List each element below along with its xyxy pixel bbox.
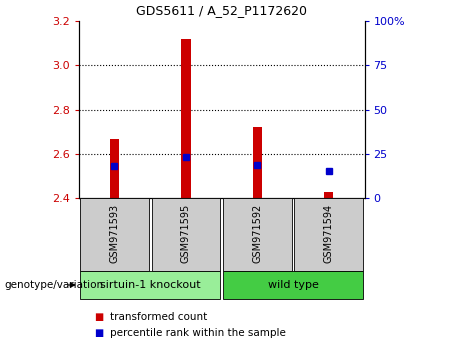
Title: GDS5611 / A_52_P1172620: GDS5611 / A_52_P1172620 — [136, 4, 307, 17]
Bar — [80, 198, 149, 271]
Text: ■: ■ — [94, 312, 104, 322]
Bar — [324, 192, 333, 198]
Text: ■: ■ — [94, 328, 104, 338]
Bar — [223, 198, 292, 271]
Text: sirtuin-1 knockout: sirtuin-1 knockout — [100, 280, 201, 290]
Text: GSM971593: GSM971593 — [109, 204, 119, 263]
Text: wild type: wild type — [268, 280, 319, 290]
Text: GSM971595: GSM971595 — [181, 204, 191, 263]
Bar — [253, 127, 262, 198]
Text: GSM971592: GSM971592 — [252, 204, 262, 263]
Text: GSM971594: GSM971594 — [324, 204, 334, 263]
Text: percentile rank within the sample: percentile rank within the sample — [110, 328, 286, 338]
Bar — [294, 198, 363, 271]
Bar — [223, 271, 363, 299]
Bar — [80, 271, 220, 299]
Text: genotype/variation: genotype/variation — [4, 280, 104, 290]
Bar — [110, 138, 119, 198]
Bar — [181, 39, 190, 198]
Text: transformed count: transformed count — [110, 312, 207, 322]
Bar — [152, 198, 220, 271]
